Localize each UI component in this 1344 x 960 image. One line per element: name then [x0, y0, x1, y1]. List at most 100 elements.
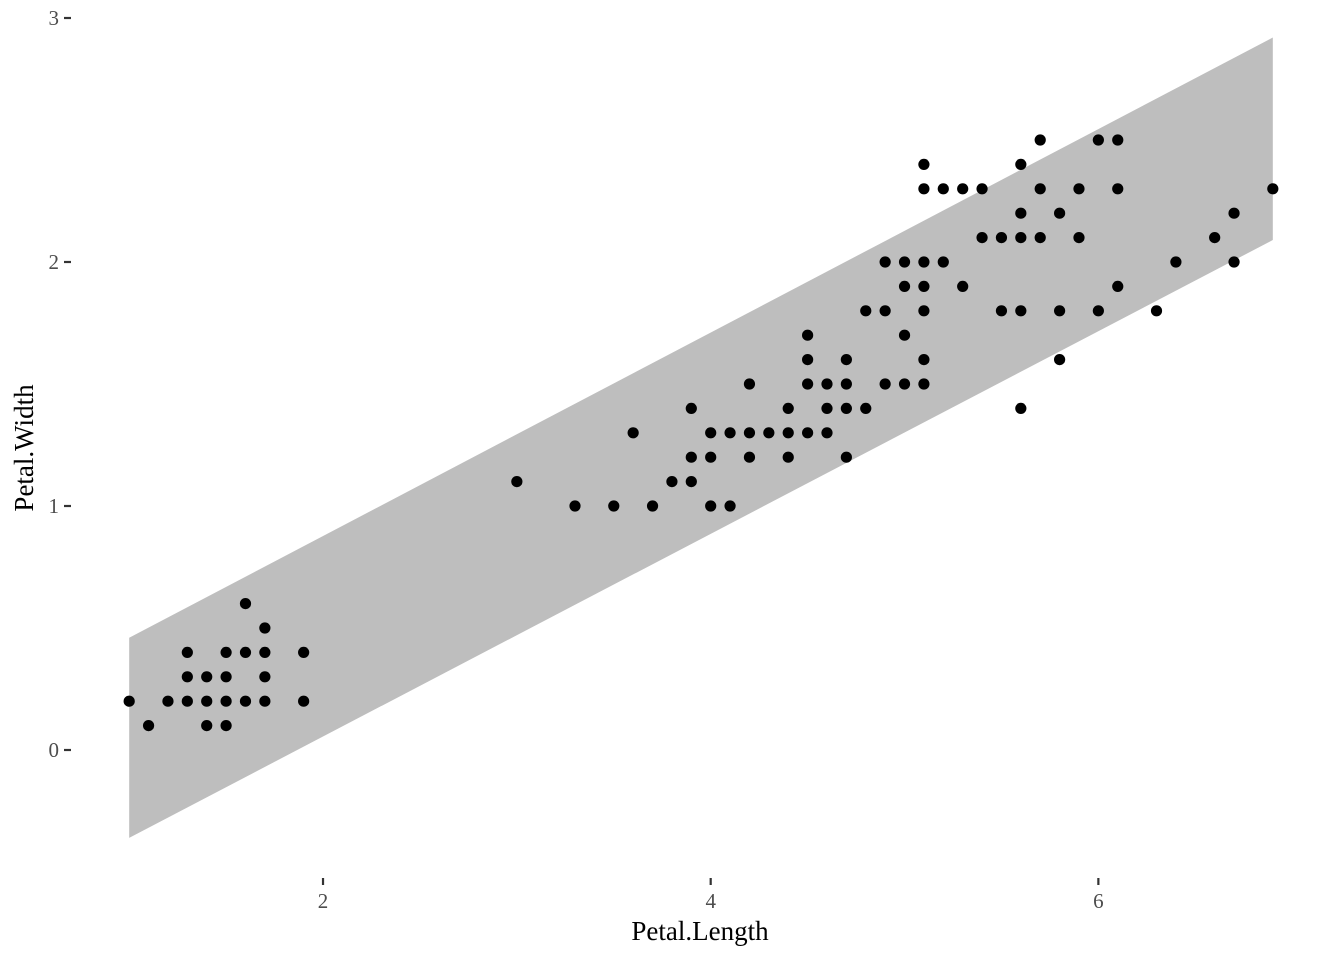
data-point — [1112, 183, 1124, 195]
data-point — [898, 280, 911, 292]
y-axis: 0 1 2 3 — [49, 6, 71, 762]
data-point — [1209, 232, 1221, 244]
data-point — [705, 500, 717, 512]
data-point — [821, 402, 833, 414]
data-point — [743, 427, 756, 439]
y-axis-title: Petal.Width — [9, 384, 39, 512]
data-point — [802, 378, 814, 390]
data-point — [1112, 280, 1124, 292]
data-point — [743, 451, 756, 463]
data-point — [608, 500, 620, 512]
data-point — [995, 232, 1008, 244]
data-point — [259, 622, 271, 634]
data-point — [898, 256, 911, 268]
y-tick-label: 0 — [49, 738, 60, 762]
x-tick-label: 6 — [1093, 889, 1104, 913]
data-point — [879, 305, 891, 317]
data-point — [1092, 134, 1104, 146]
data-point — [1150, 305, 1163, 317]
data-point — [918, 256, 930, 268]
data-point — [918, 378, 930, 390]
x-axis-title: Petal.Length — [631, 916, 769, 946]
data-point — [666, 476, 678, 488]
data-point — [1015, 305, 1027, 317]
data-point — [918, 354, 930, 366]
data-point — [840, 354, 852, 366]
data-point — [1073, 232, 1085, 244]
data-point — [918, 280, 930, 292]
prediction-band — [129, 37, 1273, 838]
data-point — [1112, 134, 1124, 146]
data-point — [685, 451, 697, 463]
data-point — [860, 402, 872, 414]
data-point — [201, 671, 213, 683]
data-point — [802, 354, 814, 366]
data-point — [802, 427, 814, 439]
data-point — [646, 500, 659, 512]
x-tick-label: 4 — [705, 889, 716, 913]
data-point — [298, 646, 310, 659]
data-point — [1034, 134, 1046, 146]
data-point — [802, 329, 814, 341]
data-point — [1053, 354, 1066, 366]
data-point — [685, 402, 697, 414]
data-point — [821, 427, 833, 439]
data-point — [1015, 232, 1027, 244]
data-point — [1092, 305, 1104, 317]
data-point — [724, 427, 736, 439]
data-point — [142, 720, 155, 732]
data-point — [898, 329, 911, 341]
data-point — [239, 598, 252, 610]
data-point — [201, 695, 213, 707]
data-point — [705, 451, 717, 463]
data-point — [724, 500, 736, 512]
data-point — [976, 183, 988, 195]
data-point — [937, 183, 949, 195]
data-point — [918, 158, 930, 170]
data-point — [1228, 256, 1240, 268]
data-point — [782, 451, 794, 463]
data-point — [201, 720, 213, 732]
prediction-band-layer — [129, 37, 1273, 838]
data-point — [259, 695, 271, 707]
data-point — [1073, 183, 1085, 195]
data-point — [1267, 183, 1279, 195]
data-point — [1170, 256, 1182, 268]
x-axis: 2 4 6 — [318, 878, 1104, 913]
data-point — [627, 427, 639, 439]
data-point — [860, 305, 872, 317]
data-point — [259, 671, 271, 683]
data-point — [957, 183, 969, 195]
data-point — [162, 695, 174, 707]
data-point — [957, 280, 969, 292]
data-point — [220, 720, 232, 732]
data-point — [1034, 232, 1046, 244]
data-point — [181, 695, 193, 707]
data-point — [840, 402, 852, 414]
data-point — [898, 378, 911, 390]
data-point — [569, 500, 581, 512]
data-point — [685, 476, 697, 488]
data-point — [705, 427, 717, 439]
data-point — [743, 378, 756, 390]
data-point — [840, 451, 852, 463]
data-point — [879, 256, 891, 268]
data-point — [782, 402, 794, 414]
y-tick-label: 2 — [49, 250, 60, 274]
data-point — [1053, 207, 1066, 219]
data-point — [1015, 402, 1027, 414]
data-point — [782, 427, 794, 439]
data-point — [918, 305, 930, 317]
data-point — [1228, 207, 1240, 219]
data-point — [995, 305, 1008, 317]
data-point — [220, 646, 232, 659]
data-point — [1053, 305, 1066, 317]
data-point — [918, 183, 930, 195]
data-point — [1015, 207, 1027, 219]
data-point — [181, 671, 193, 683]
data-point — [181, 646, 193, 659]
data-point — [259, 646, 271, 659]
data-point — [511, 476, 523, 488]
